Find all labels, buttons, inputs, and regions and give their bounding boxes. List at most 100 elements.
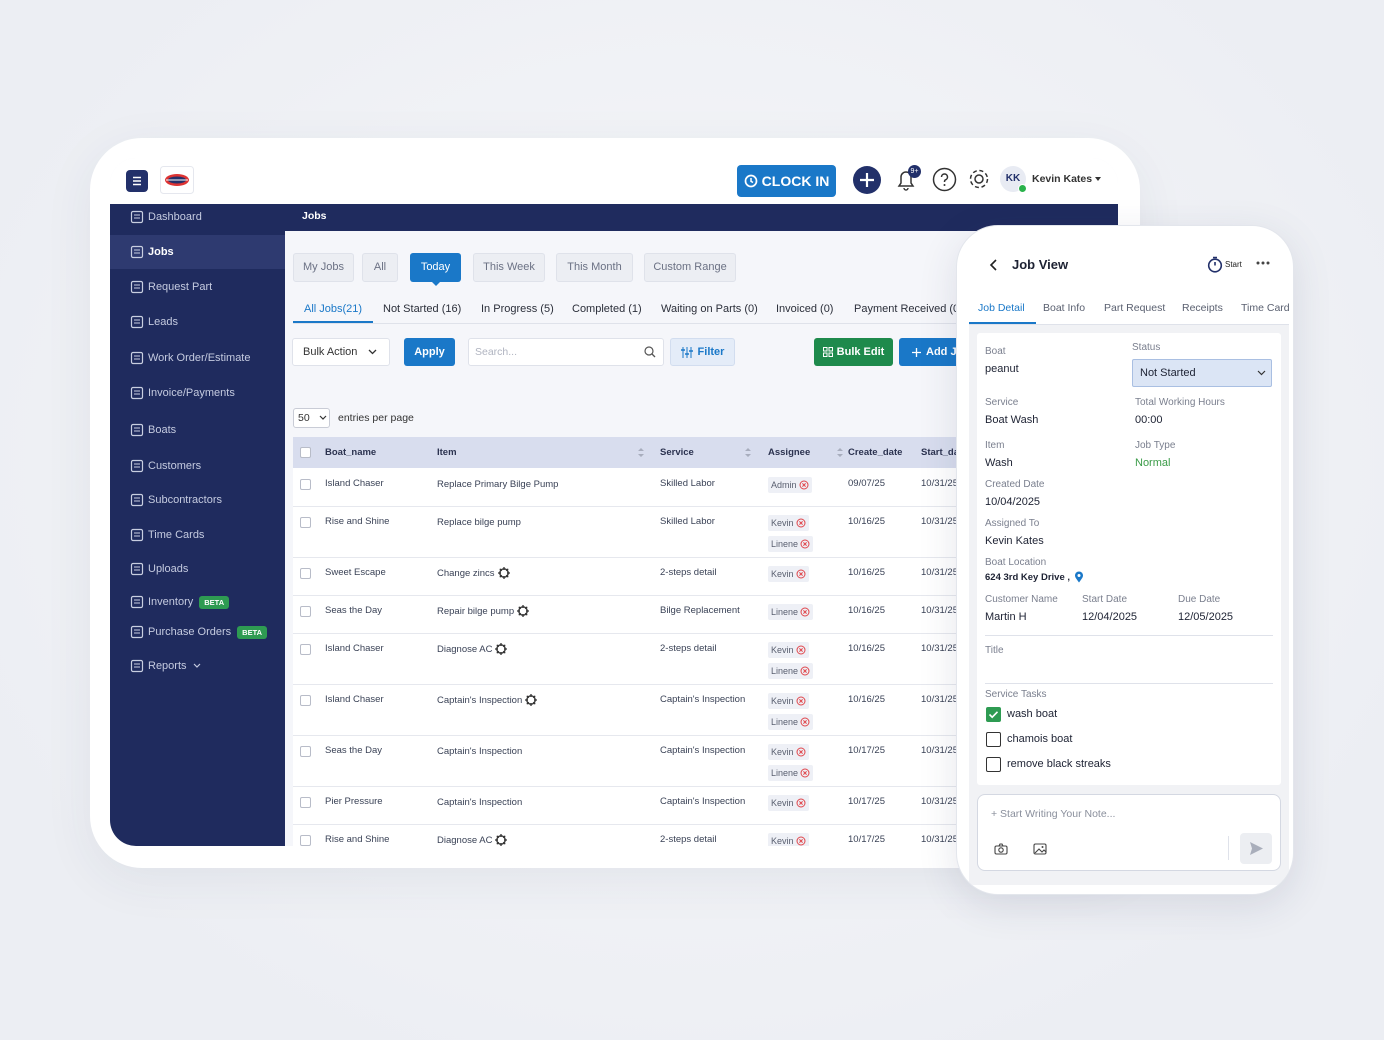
field-value: 12/04/2025 xyxy=(1082,611,1138,623)
row-checkbox[interactable] xyxy=(300,517,311,528)
boat-name: Island Chaser xyxy=(325,478,384,489)
date-filter[interactable]: Today xyxy=(410,253,461,282)
notifications-icon[interactable] xyxy=(894,166,918,192)
sidebar-item[interactable]: Work Order/Estimate xyxy=(148,349,251,367)
boat-name: Sweet Escape xyxy=(325,567,386,578)
status-tab[interactable]: Payment Received (0) xyxy=(854,303,963,315)
status-tab[interactable]: Invoiced (0) xyxy=(776,303,834,315)
row-divider xyxy=(293,786,960,787)
status-tab[interactable]: All Jobs(21) xyxy=(304,303,363,315)
sort-icon xyxy=(638,447,644,458)
job-tab[interactable]: Boat Info xyxy=(1043,302,1086,314)
settings-icon[interactable] xyxy=(966,166,992,192)
job-tab[interactable]: Receipts xyxy=(1182,302,1223,314)
sidebar-label: Jobs xyxy=(148,246,174,258)
apply-button[interactable]: Apply xyxy=(404,338,455,366)
job-tab-underline xyxy=(969,322,1036,324)
sidebar-item[interactable]: Inventory BETA xyxy=(148,593,230,611)
row-checkbox[interactable] xyxy=(300,479,311,490)
row-divider xyxy=(293,557,960,558)
job-view-title: Job View xyxy=(1012,257,1069,272)
row-checkbox[interactable] xyxy=(300,797,311,808)
task-checkbox[interactable] xyxy=(986,707,1001,722)
date-filter[interactable]: My Jobs xyxy=(293,253,354,282)
camera-button[interactable] xyxy=(994,843,1008,855)
remove-assignee xyxy=(796,518,806,528)
sidebar-icon xyxy=(130,595,144,609)
filter-button[interactable]: Filter xyxy=(670,338,735,366)
service-icon xyxy=(516,604,530,618)
table-header xyxy=(293,437,960,468)
row-checkbox[interactable] xyxy=(300,644,311,655)
status-select[interactable] xyxy=(1132,359,1272,387)
sidebar-item[interactable]: Leads xyxy=(148,313,178,331)
assignee-name: Kevin xyxy=(771,798,794,808)
field-value: Normal xyxy=(1135,457,1171,469)
task-checkbox[interactable] xyxy=(986,732,1001,747)
image-button[interactable] xyxy=(1033,843,1047,855)
help-icon[interactable] xyxy=(932,167,957,192)
bulk-edit-button[interactable]: Bulk Edit xyxy=(814,338,893,366)
row-checkbox[interactable] xyxy=(300,695,311,706)
assignee-name: Kevin xyxy=(771,518,794,528)
row-checkbox[interactable] xyxy=(300,447,311,458)
sidebar-item[interactable]: Time Cards xyxy=(148,526,204,544)
clock-in-button[interactable]: CLOCK IN xyxy=(737,165,836,197)
create-date: 10/16/25 xyxy=(848,605,885,616)
row-checkbox[interactable] xyxy=(300,746,311,757)
sidebar-active xyxy=(110,235,285,269)
status-tab[interactable]: Waiting on Parts (0) xyxy=(661,303,758,315)
more-menu[interactable] xyxy=(1256,261,1270,265)
bulk-action-select[interactable] xyxy=(292,338,390,366)
boat-name: Rise and Shine xyxy=(325,516,390,527)
date-filter[interactable]: This Week xyxy=(473,253,545,282)
job-tab[interactable]: Job Detail xyxy=(978,302,1025,314)
assignee-name: Linene xyxy=(771,666,799,676)
timer-icon[interactable] xyxy=(1207,256,1223,273)
sidebar-item[interactable]: Reports xyxy=(148,657,201,675)
field-divider xyxy=(985,683,1273,684)
beta-badge: BETA xyxy=(199,595,230,609)
date-filter[interactable]: This Month xyxy=(556,253,633,282)
entries-select[interactable] xyxy=(293,408,330,428)
send-button[interactable] xyxy=(1240,833,1272,864)
row-checkbox[interactable] xyxy=(300,568,311,579)
field-label: Due Date xyxy=(1178,594,1221,605)
note-box[interactable] xyxy=(977,794,1281,871)
search-input[interactable] xyxy=(468,338,664,366)
menu-button[interactable] xyxy=(126,170,148,192)
sidebar-item[interactable]: Jobs xyxy=(148,243,174,261)
row-divider xyxy=(293,595,960,596)
status-tab[interactable]: Completed (1) xyxy=(572,303,642,315)
sidebar-item[interactable]: Invoice/Payments xyxy=(148,384,235,402)
row-checkbox[interactable] xyxy=(300,835,311,846)
assignee-name: Admin xyxy=(771,480,797,490)
entries-label: entries per page xyxy=(338,412,414,424)
service-name: Captain's Inspection xyxy=(660,796,746,807)
field-value: Kevin Kates xyxy=(985,535,1044,547)
dropdown-chevron xyxy=(193,663,201,669)
sidebar-item[interactable]: Customers xyxy=(148,457,201,475)
sidebar-item[interactable]: Boats xyxy=(148,421,176,439)
sidebar-item[interactable]: Uploads xyxy=(148,560,188,578)
sidebar-item[interactable]: Request Part xyxy=(148,278,212,296)
date-filter[interactable]: Custom Range xyxy=(644,253,736,282)
status-tab[interactable]: Not Started (16) xyxy=(383,303,462,315)
status-tab[interactable]: In Progress (5) xyxy=(481,303,554,315)
start-label[interactable]: Start xyxy=(1225,260,1242,269)
sidebar-item[interactable]: Purchase Orders BETA xyxy=(148,623,268,641)
job-tab[interactable]: Part Request xyxy=(1104,302,1166,314)
sidebar-item[interactable]: Subcontractors xyxy=(148,491,222,509)
assignee-chip: Linene xyxy=(768,765,814,781)
sidebar-item[interactable]: Dashboard xyxy=(148,208,202,226)
date-filter[interactable]: All xyxy=(362,253,398,282)
job-tab[interactable]: Time Card xyxy=(1241,302,1290,314)
back-button[interactable] xyxy=(989,259,999,271)
add-button[interactable] xyxy=(853,166,881,194)
field-label: Created Date xyxy=(985,479,1045,490)
field-label: Item xyxy=(985,440,1005,451)
sidebar-icon xyxy=(130,386,144,400)
user-name: Kevin Kates xyxy=(1032,173,1093,185)
row-checkbox[interactable] xyxy=(300,606,311,617)
task-checkbox[interactable] xyxy=(986,757,1001,772)
